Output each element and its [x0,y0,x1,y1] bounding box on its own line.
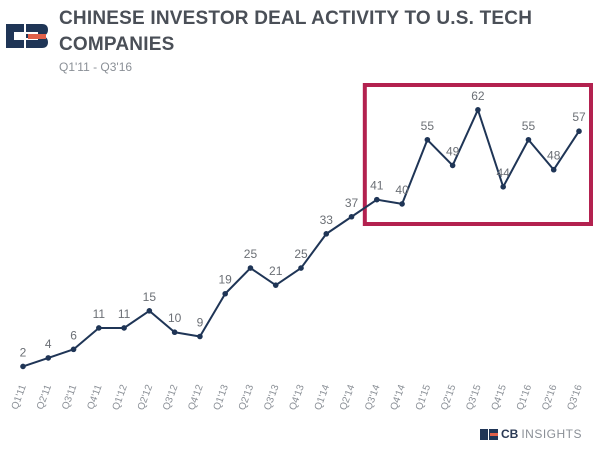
series-line [22,108,580,368]
data-point [399,201,405,207]
data-point [374,196,380,203]
data-label: 48 [547,149,561,163]
x-tick-label: Q4'13 [287,383,307,412]
data-label: 25 [294,247,308,261]
data-point [449,162,456,169]
data-point [348,213,355,220]
data-label: 44 [497,166,511,180]
data-label: 55 [421,119,435,133]
data-point [247,265,254,271]
highlight-box [362,83,593,226]
data-point [298,265,304,271]
data-label: 25 [244,247,258,261]
data-point [121,325,127,331]
x-tick-label: Q4'15 [490,383,510,412]
data-label: 33 [320,213,334,227]
data-point [272,282,279,288]
data-label: 19 [219,273,233,287]
x-tick-label: Q1'13 [212,383,232,412]
data-label: 4 [45,337,52,351]
data-label: 37 [345,196,359,210]
data-label: 6 [70,328,77,342]
brand-cb-text: CB [500,427,519,441]
x-tick-label: Q1'11 [10,383,29,411]
cb-insights-logo [6,24,48,48]
chart-title: CHINESE INVESTOR DEAL ACTIVITY TO U.S. T… [59,8,533,55]
data-label: 57 [572,110,586,124]
cb-mark-icon [479,428,498,440]
data-label: 10 [168,311,182,325]
data-point [550,166,557,173]
x-tick-label: Q3'13 [262,383,282,412]
data-point [424,136,431,143]
data-point [222,290,228,297]
x-tick-label: Q2'14 [338,383,358,412]
chart-subtitle: Q1'11 - Q3'16 [59,60,133,74]
data-label: 40 [395,183,409,197]
x-tick-label: Q4'14 [389,383,409,412]
data-label: 49 [446,144,460,158]
x-tick-label: Q2'12 [136,383,156,412]
data-label: 21 [269,264,283,278]
data-label: 15 [143,290,157,304]
x-tick-label: Q1'15 [414,383,434,412]
data-point [525,136,532,143]
x-tick-label: Q2'16 [540,383,560,412]
data-label: 11 [118,307,131,321]
x-tick-label: Q2'15 [439,383,459,412]
data-label: 11 [93,307,106,321]
data-point [475,107,481,113]
data-point [500,184,506,190]
brand-footer: CB INSIGHTS [479,427,582,441]
data-point [20,363,26,370]
brand-insights-text: INSIGHTS [521,427,582,441]
x-tick-label: Q3'14 [363,383,383,412]
x-tick-label: Q1'12 [111,383,131,412]
data-point [146,308,153,314]
x-tick-label: Q3'15 [464,383,484,412]
x-tick-label: Q4'12 [186,383,206,412]
data-label: 55 [522,119,536,133]
x-tick-label: Q1'14 [313,383,333,412]
data-label: 41 [370,179,384,193]
data-label: 9 [197,316,204,330]
data-point [323,231,330,237]
x-tick-label: Q3'12 [161,383,181,412]
data-label: 2 [20,345,27,359]
data-point [45,355,52,361]
data-point [96,325,102,331]
data-point [197,333,203,340]
x-tick-label: Q2'11 [35,383,54,411]
x-tick-label: Q3'16 [565,383,585,412]
x-tick-label: Q1'16 [515,383,535,412]
data-point [576,128,582,135]
data-point [70,346,77,353]
x-tick-label: Q3'11 [60,383,79,411]
data-point [171,329,178,336]
data-label: 62 [471,89,485,103]
x-tick-label: Q4'11 [86,383,105,411]
x-tick-label: Q2'13 [237,383,257,412]
